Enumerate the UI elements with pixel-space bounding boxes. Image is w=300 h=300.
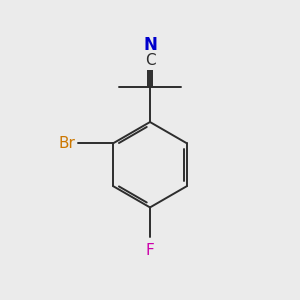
- Text: C: C: [145, 53, 155, 68]
- Text: N: N: [143, 36, 157, 54]
- Text: Br: Br: [58, 136, 75, 151]
- Text: F: F: [146, 243, 154, 258]
